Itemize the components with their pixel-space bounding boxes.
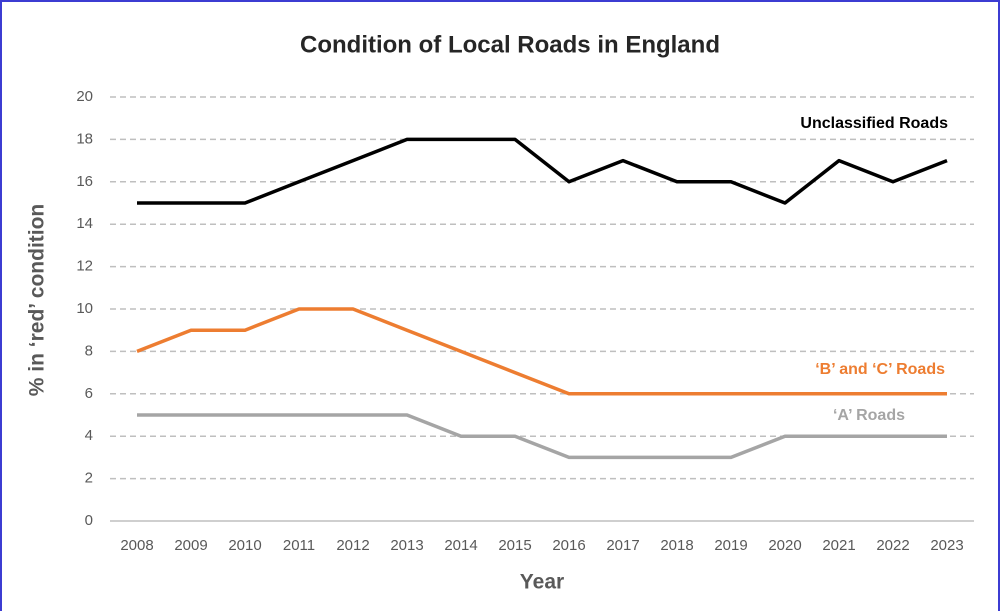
- y-tick-label: 2: [85, 470, 93, 487]
- series-label: Unclassified Roads: [800, 115, 948, 132]
- series-label: ‘B’ and ‘C’ Roads: [815, 361, 945, 378]
- chart-title: Condition of Local Roads in England: [300, 31, 720, 58]
- x-tick-label: 2018: [660, 537, 693, 554]
- x-tick-label: 2020: [768, 537, 801, 554]
- x-tick-label: 2011: [283, 537, 315, 554]
- y-tick-label: 16: [76, 173, 93, 190]
- x-tick-label: 2021: [822, 537, 855, 554]
- y-tick-label: 20: [76, 88, 93, 105]
- y-tick-label: 8: [85, 342, 93, 359]
- x-tick-label: 2015: [498, 537, 531, 554]
- series-line: [136, 307, 947, 396]
- x-tick-label: 2013: [390, 537, 423, 554]
- x-tick-label: 2014: [444, 537, 477, 554]
- y-tick-label: 18: [76, 130, 93, 147]
- x-tick-label: 2022: [876, 537, 909, 554]
- x-tick-label: 2023: [930, 537, 963, 554]
- series-label: ‘A’ Roads: [833, 407, 905, 424]
- x-tick-label: 2017: [606, 537, 639, 554]
- x-tick-label: 2008: [120, 537, 153, 554]
- y-tick-label: 12: [76, 258, 93, 275]
- x-tick-label: 2019: [714, 537, 747, 554]
- x-tick-label: 2016: [552, 537, 585, 554]
- y-axis-label: % in ‘red’ condition: [26, 204, 49, 397]
- x-tick-label: 2010: [228, 537, 261, 554]
- y-tick-label: 0: [85, 512, 93, 529]
- y-tick-label: 14: [76, 215, 93, 232]
- y-tick-label: 4: [85, 427, 93, 444]
- y-tick-label: 10: [76, 300, 93, 317]
- x-axis-label: Year: [520, 571, 564, 594]
- y-tick-label: 6: [85, 385, 93, 402]
- series-line: [137, 413, 947, 460]
- series-line: [137, 137, 948, 205]
- x-tick-label: 2012: [336, 537, 369, 554]
- x-tick-label: 2009: [174, 537, 207, 554]
